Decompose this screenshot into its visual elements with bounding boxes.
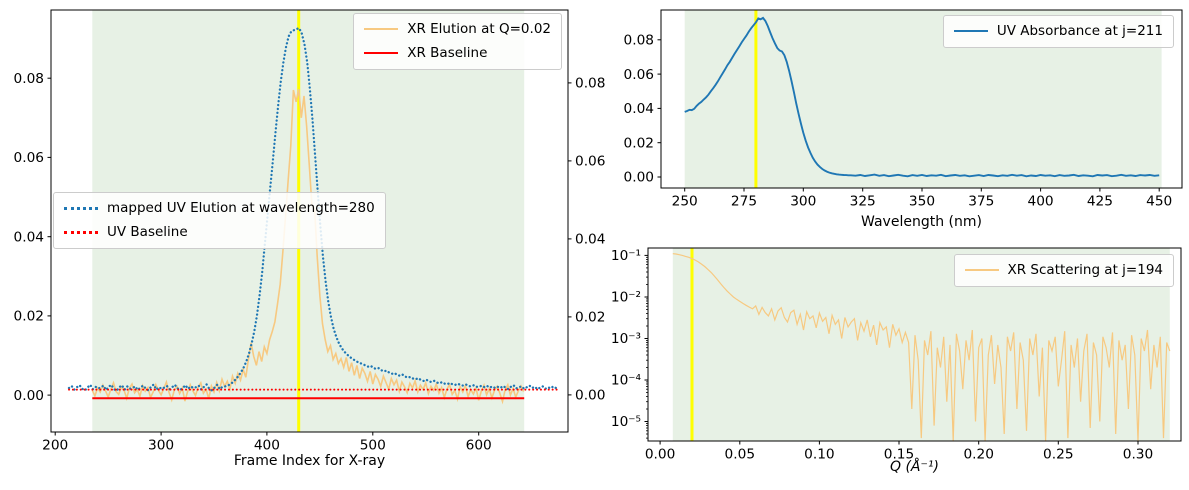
- legend-line-uv-baseline: [64, 230, 98, 234]
- x-tick-label: 300: [148, 438, 174, 454]
- legend-label-mapped-uv: mapped UV Elution at wavelength=280: [107, 200, 375, 216]
- right-y-tick-label: 0.06: [575, 154, 605, 170]
- legend-line-mapped-uv: [64, 206, 98, 210]
- legend-label-uv-absorbance: UV Absorbance at j=211: [996, 23, 1163, 39]
- x-tick-label: 400: [1028, 194, 1054, 210]
- y-tick-label: 0.08: [624, 33, 654, 49]
- x-tick-label: 450: [1146, 194, 1172, 210]
- y-tick-label: 0.02: [624, 135, 654, 151]
- y-tick-label: 0.04: [624, 101, 654, 117]
- legend-uv-absorbance: UV Absorbance at j=211: [942, 15, 1174, 48]
- x-tick-label: 375: [968, 194, 994, 210]
- right-y-tick-label: 0.04: [575, 232, 605, 248]
- legend-line-xr-scattering: [964, 269, 999, 272]
- xlabel-wavelength: Wavelength (nm): [861, 214, 982, 230]
- right-y-tick-label: 0.08: [575, 76, 605, 92]
- legend-item-xr-elution: XR Elution at Q=0.02: [364, 21, 551, 38]
- x-tick-label: 600: [466, 438, 492, 454]
- x-tick-label: 350: [909, 194, 935, 210]
- y-tick-label: 10⁻⁴: [611, 373, 642, 389]
- legend-item-xr-scattering: XR Scattering at j=194: [964, 262, 1163, 279]
- x-tick-label: 0.25: [1043, 447, 1073, 463]
- xlabel-q: Q (Å⁻¹): [890, 459, 939, 475]
- y-tick-label: 0.06: [14, 150, 44, 166]
- right-y-tick-label: 0.02: [575, 310, 605, 326]
- x-tick-label: 0.00: [645, 447, 675, 463]
- x-tick-label: 0.15: [884, 447, 914, 463]
- x-tick-label: 500: [360, 438, 386, 454]
- legend-label-xr-scattering: XR Scattering at j=194: [1007, 262, 1163, 278]
- x-tick-label: 300: [790, 194, 816, 210]
- legend-line-xr-elution: [364, 28, 399, 31]
- x-tick-label: 425: [1087, 194, 1113, 210]
- y-tick-label: 10⁻⁵: [611, 414, 641, 430]
- x-tick-label: 400: [254, 438, 280, 454]
- y-tick-label: 0.08: [14, 71, 44, 87]
- y-tick-label: 0.00: [14, 388, 44, 404]
- x-tick-label: 200: [42, 438, 68, 454]
- plot-spine: [50, 9, 569, 433]
- legend-item-mapped-uv: mapped UV Elution at wavelength=280: [64, 200, 375, 217]
- legend-label-uv-baseline: UV Baseline: [107, 223, 188, 240]
- right-y-tick-label: 0.00: [575, 388, 605, 404]
- legend-xr: XR Elution at Q=0.02 XR Baseline: [353, 13, 562, 70]
- xr-scattering-line: [672, 253, 1171, 441]
- y-tick-label: 10⁻³: [611, 331, 641, 347]
- y-tick-label: 0.06: [624, 67, 654, 83]
- legend-label-xr-elution: XR Elution at Q=0.02: [407, 21, 551, 37]
- legend-line-uv-absorbance: [953, 30, 988, 33]
- x-tick-label: 275: [731, 194, 757, 210]
- x-tick-label: 250: [672, 194, 698, 210]
- x-tick-label: 0.10: [804, 447, 834, 463]
- legend-item-uv-baseline: UV Baseline: [64, 224, 375, 241]
- xlabel-frame-index: Frame Index for X-ray: [233, 453, 386, 469]
- legend-uv: mapped UV Elution at wavelength=280 UV B…: [53, 192, 386, 249]
- x-tick-label: 0.05: [725, 447, 755, 463]
- x-tick-label: 0.30: [1123, 447, 1153, 463]
- legend-label-xr-baseline: XR Baseline: [407, 44, 488, 61]
- legend-item-xr-baseline: XR Baseline: [364, 45, 551, 62]
- legend-item-uv-absorbance: UV Absorbance at j=211: [953, 23, 1163, 40]
- x-tick-label: 325: [850, 194, 876, 210]
- y-tick-label: 0.00: [624, 170, 654, 186]
- y-tick-label: 10⁻²: [611, 290, 641, 306]
- uv-absorbance-line: [684, 16, 1160, 178]
- legend-xr-scattering: XR Scattering at j=194: [953, 254, 1174, 287]
- y-tick-label: 0.04: [14, 229, 44, 245]
- y-tick-label: 10⁻¹: [611, 248, 641, 264]
- x-tick-label: 0.20: [963, 447, 993, 463]
- y-tick-label: 0.02: [14, 309, 44, 325]
- legend-line-xr-baseline: [364, 52, 399, 55]
- mapped-uv-elution-line: [67, 26, 560, 393]
